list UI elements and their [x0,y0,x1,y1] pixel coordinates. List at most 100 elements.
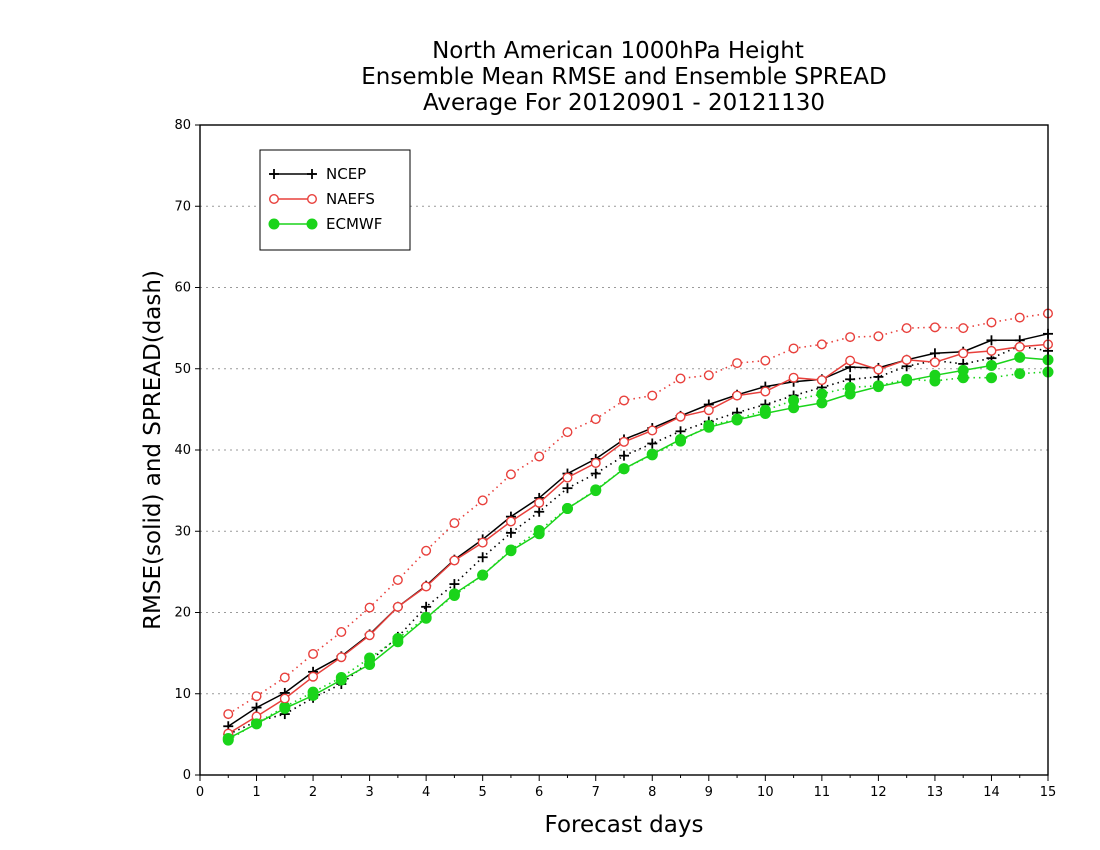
data-point-ncep-spread [449,579,460,590]
data-point-ncep-spread [590,468,601,479]
data-point-naefs-spread [223,709,234,720]
data-point-naefs-spread [619,395,630,406]
legend-box [259,149,411,251]
data-point-ncep-spread [619,450,629,461]
data-point-naefs-rmse [562,472,573,483]
data-point-ecmwf-rmse [420,612,432,624]
data-point-naefs-spread [336,627,347,638]
data-point-naefs-spread [901,323,912,334]
data-point-naefs-rmse [619,436,630,447]
data-point-naefs-spread [590,414,601,425]
legend-item-ncep: NCEP [269,165,366,183]
x-tick-label: 1 [252,785,260,800]
data-point-ecmwf-rmse [590,485,602,497]
series-ecmwf-spread [222,366,1054,746]
data-point-ecmwf-rmse [957,364,969,376]
data-point-naefs-rmse [816,375,827,386]
data-point-naefs-spread [675,373,686,384]
data-point-naefs-spread [1014,312,1025,323]
data-point-naefs-spread [251,691,262,702]
data-point-ecmwf-rmse [222,732,234,744]
y-tick-label: 30 [174,524,191,539]
data-point-naefs-spread [477,495,488,506]
series-line-ecmwf-spread [227,371,1049,741]
data-point-naefs-spread [364,602,375,613]
x-tick-label: 2 [309,785,317,800]
plot-series [222,308,1054,746]
data-point-naefs-rmse [505,516,516,527]
data-point-naefs-spread [392,575,403,586]
data-point-naefs-rmse [732,390,743,401]
data-point-naefs-rmse [449,555,460,566]
legend-label: ECMWF [326,215,382,233]
data-point-naefs-spread [703,370,714,381]
series-line-naefs-spread [227,312,1049,715]
data-point-ncep-spread [477,552,488,563]
data-point-naefs-rmse [986,345,997,356]
data-point-naefs-rmse [873,364,884,375]
x-tick-label: 10 [757,785,774,800]
legend-marker-start [269,169,279,179]
data-point-naefs-rmse [364,630,375,641]
data-point-naefs-rmse [336,652,347,663]
x-tick-label: 13 [927,785,944,800]
series-ecmwf-rmse [222,351,1054,744]
y-tick-label: 70 [174,199,191,214]
legend-marker-end [306,218,318,230]
data-point-ecmwf-rmse [844,388,856,400]
data-point-ncep-rmse [929,348,940,359]
data-point-ecmwf-rmse [646,448,658,460]
data-point-naefs-rmse [647,425,658,436]
x-tick-label: 4 [422,785,430,800]
y-tick-label: 80 [174,118,191,133]
legend-marker-end [307,193,318,204]
data-point-ecmwf-rmse [533,528,545,540]
data-point-naefs-spread [760,355,771,366]
data-point-naefs-rmse [590,458,601,469]
gridlines [200,205,1048,695]
data-point-naefs-spread [788,343,799,354]
data-point-naefs-spread [732,358,743,369]
data-point-ecmwf-rmse [985,360,997,371]
data-point-ecmwf-rmse [731,414,743,426]
data-point-naefs-rmse [421,581,432,592]
y-tick-label: 10 [174,687,191,702]
legend-item-ecmwf: ECMWF [268,215,382,233]
series-ncep-spread [223,341,1053,740]
data-point-naefs-rmse [534,497,545,508]
data-point-ecmwf-rmse [251,718,263,730]
legend: NCEP NAEFS ECMWF [259,149,411,251]
data-point-ecmwf-rmse [703,421,715,433]
data-point-ecmwf-rmse [448,588,460,600]
data-point-naefs-spread [647,390,658,401]
legend-label: NAEFS [326,190,375,208]
chart-title-line-2: Ensemble Mean RMSE and Ensemble SPREAD [361,64,886,90]
x-tick-label: 6 [535,785,543,800]
series-line-ncep-spread [227,345,1049,736]
data-point-ecmwf-rmse [307,689,319,701]
x-axis-title: Forecast days [545,812,704,838]
data-point-ecmwf-rmse [675,433,687,445]
data-point-ecmwf-rmse [505,545,517,557]
data-point-naefs-spread [986,317,997,328]
data-point-ecmwf-spread [985,372,997,384]
series-line-ecmwf-rmse [227,356,1049,740]
data-point-naefs-rmse [308,671,319,682]
x-tick-label: 15 [1040,785,1057,800]
series-ncep-rmse [223,328,1053,732]
data-point-ecmwf-rmse [788,402,800,414]
data-point-naefs-rmse [845,355,856,366]
data-point-naefs-spread [958,323,969,334]
data-point-naefs-spread [449,518,460,529]
y-tick-label: 40 [174,443,191,458]
data-point-ncep-spread [421,601,432,612]
data-point-ncep-spread [534,506,545,517]
y-tick-label: 20 [174,606,191,621]
legend-marker-start [268,218,280,230]
data-point-ecmwf-rmse [901,375,913,387]
data-point-naefs-spread [845,332,856,343]
data-point-naefs-spread [534,451,545,462]
data-point-naefs-rmse [958,348,969,359]
x-tick-label: 11 [814,785,831,800]
